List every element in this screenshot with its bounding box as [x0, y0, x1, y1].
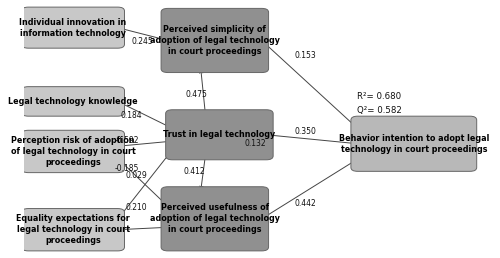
FancyBboxPatch shape	[166, 110, 273, 160]
Text: Legal technology knowledge: Legal technology knowledge	[8, 97, 138, 106]
Text: Equality expectations for
legal technology in court
proceedings: Equality expectations for legal technolo…	[16, 214, 130, 245]
FancyBboxPatch shape	[161, 187, 268, 251]
Text: 0.245: 0.245	[132, 37, 154, 46]
FancyBboxPatch shape	[22, 208, 125, 251]
Text: Individual innovation in
information technology: Individual innovation in information tec…	[20, 18, 126, 38]
Text: Trust in legal technology: Trust in legal technology	[164, 130, 276, 139]
Text: -0.185: -0.185	[114, 164, 139, 173]
FancyBboxPatch shape	[351, 116, 476, 171]
Text: 0.350: 0.350	[294, 127, 316, 136]
Text: -0.592: -0.592	[114, 136, 139, 145]
Text: R²= 0.680: R²= 0.680	[357, 92, 401, 101]
Text: Perceived usefulness of
adoption of legal technology
in court proceedings: Perceived usefulness of adoption of lega…	[150, 203, 280, 235]
FancyBboxPatch shape	[22, 130, 125, 173]
Text: Behavior intention to adopt legal
technology in court proceedings: Behavior intention to adopt legal techno…	[338, 134, 489, 154]
FancyBboxPatch shape	[161, 9, 268, 72]
Text: 0.442: 0.442	[294, 199, 316, 208]
Text: Perception risk of adoption
of legal technology in court
proceedings: Perception risk of adoption of legal tec…	[10, 136, 136, 167]
FancyBboxPatch shape	[22, 87, 125, 116]
Text: 0.153: 0.153	[294, 51, 316, 60]
Text: 0.412: 0.412	[183, 167, 205, 176]
FancyBboxPatch shape	[22, 7, 125, 48]
Text: Perceived simplicity of
adoption of legal technology
in court proceedings: Perceived simplicity of adoption of lega…	[150, 25, 280, 56]
Text: 0.029: 0.029	[125, 171, 147, 180]
Text: 0.210: 0.210	[125, 203, 146, 212]
Text: 0.132: 0.132	[244, 139, 266, 148]
Text: 0.475: 0.475	[186, 90, 208, 99]
Text: 0.184: 0.184	[120, 111, 142, 120]
Text: Q²= 0.582: Q²= 0.582	[357, 106, 402, 115]
